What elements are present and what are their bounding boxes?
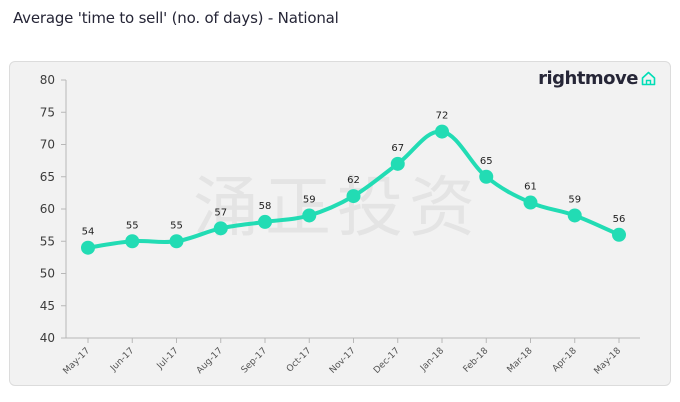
- page-title: Average 'time to sell' (no. of days) - N…: [13, 9, 339, 27]
- x-tick-label: Mar-18: [506, 346, 535, 375]
- x-tick-label: Aug-17: [195, 346, 225, 376]
- x-tick-label: May-18: [593, 346, 624, 377]
- house-outline-icon: [641, 71, 656, 86]
- series-layer: 54 55 55 57 58 59 62 67 72 65 61 59 56: [81, 111, 626, 255]
- y-tick-label: 40: [40, 331, 55, 345]
- x-tick-label: Oct-17: [285, 346, 313, 374]
- x-tick-label: Jul-17: [155, 346, 181, 372]
- chart-panel: [9, 61, 671, 386]
- data-label: 67: [391, 143, 404, 154]
- data-point: [479, 169, 494, 184]
- y-tick-label: 80: [40, 73, 55, 87]
- data-label: 61: [524, 182, 537, 193]
- data-label: 58: [259, 201, 272, 212]
- x-tick-label: Jun-17: [108, 346, 136, 374]
- y-tick-label: 60: [40, 202, 55, 216]
- data-point: [258, 214, 272, 229]
- data-label: 54: [82, 227, 95, 238]
- data-label: 55: [170, 220, 183, 231]
- x-axis: May-17 Jun-17 Jul-17 Aug-17 Sep-17 Oct-17 Nov-…: [62, 337, 640, 377]
- data-point: [435, 124, 449, 139]
- data-point: [523, 195, 538, 210]
- y-tick-label: 45: [40, 299, 55, 313]
- data-point: [81, 240, 95, 255]
- x-tick-label: Dec-17: [372, 346, 402, 376]
- brand-name: rightmove: [538, 68, 638, 89]
- data-label: 56: [613, 214, 626, 225]
- y-tick-label: 65: [40, 170, 55, 184]
- y-tick-label: 70: [40, 138, 55, 152]
- x-tick-label: Apr-18: [551, 346, 579, 374]
- x-tick-label: Jan-18: [418, 346, 446, 374]
- y-tick-label: 50: [40, 267, 55, 281]
- data-point: [302, 208, 317, 223]
- data-point: [169, 234, 184, 249]
- watermark: 涌正投资: [193, 169, 481, 246]
- data-label: 55: [126, 220, 139, 231]
- x-tick-label: Nov-17: [328, 346, 358, 376]
- data-point: [567, 208, 582, 223]
- data-label: 72: [436, 111, 449, 122]
- y-tick-label: 75: [40, 105, 55, 119]
- data-label: 59: [568, 194, 581, 205]
- data-point: [213, 221, 228, 236]
- data-point: [390, 156, 405, 171]
- data-point: [346, 189, 361, 204]
- data-point: [612, 227, 626, 242]
- data-label: 59: [303, 194, 316, 205]
- data-label: 65: [480, 156, 493, 167]
- x-tick-label: May-17: [62, 346, 93, 377]
- rightmove-logo: rightmove: [538, 68, 656, 89]
- data-label: 57: [214, 207, 227, 218]
- x-tick-label: Sep-17: [240, 346, 269, 375]
- data-point: [125, 234, 140, 249]
- y-tick-label: 55: [40, 234, 55, 248]
- y-axis: 40 45 50 55 60 65 70 75 80: [40, 73, 67, 345]
- x-tick-label: Feb-18: [462, 346, 491, 375]
- data-label: 62: [347, 175, 360, 186]
